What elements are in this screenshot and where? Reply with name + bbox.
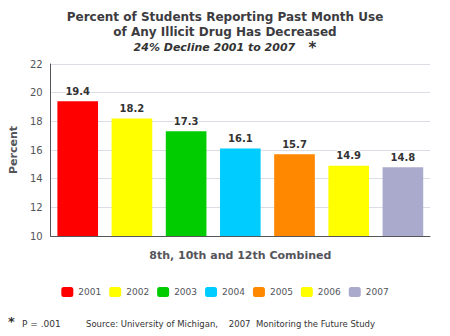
svg-text:16.1: 16.1 xyxy=(228,133,253,144)
svg-text:18.2: 18.2 xyxy=(120,103,145,114)
svg-text:12: 12 xyxy=(30,202,43,213)
svg-text:16: 16 xyxy=(30,145,43,156)
svg-text:Source: University of Michigan: Source: University of Michigan, 2007 Mon… xyxy=(86,319,375,329)
svg-text:*: * xyxy=(8,314,15,329)
svg-text:20: 20 xyxy=(30,87,43,98)
svg-text:2004: 2004 xyxy=(222,287,245,297)
svg-text:2006: 2006 xyxy=(318,287,341,297)
svg-text:2001: 2001 xyxy=(78,287,101,297)
svg-text:17.3: 17.3 xyxy=(174,116,199,127)
svg-text:2005: 2005 xyxy=(270,287,293,297)
svg-text:*: * xyxy=(309,39,317,57)
svg-text:2002: 2002 xyxy=(126,287,149,297)
svg-text:of Any Illicit Drug Has Decrea: of Any Illicit Drug Has Decreased xyxy=(113,25,336,39)
svg-text:19.4: 19.4 xyxy=(65,86,90,97)
svg-text:10: 10 xyxy=(30,231,43,242)
svg-text:8th, 10th and 12th Combined: 8th, 10th and 12th Combined xyxy=(149,249,331,262)
svg-text:Percent: Percent xyxy=(7,126,20,174)
svg-text:14.9: 14.9 xyxy=(336,150,361,161)
svg-text:14: 14 xyxy=(30,173,43,184)
svg-text:P = .001: P = .001 xyxy=(22,319,61,329)
svg-text:2003: 2003 xyxy=(174,287,197,297)
svg-text:Percent of Students Reporting: Percent of Students Reporting Past Month… xyxy=(67,10,384,24)
svg-text:22: 22 xyxy=(30,59,43,70)
svg-text:2007: 2007 xyxy=(366,287,389,297)
svg-text:15.7: 15.7 xyxy=(282,139,307,150)
svg-text:18: 18 xyxy=(30,116,43,127)
svg-text:24% Decline 2001 to 2007: 24% Decline 2001 to 2007 xyxy=(134,41,296,54)
svg-text:14.8: 14.8 xyxy=(391,152,416,163)
